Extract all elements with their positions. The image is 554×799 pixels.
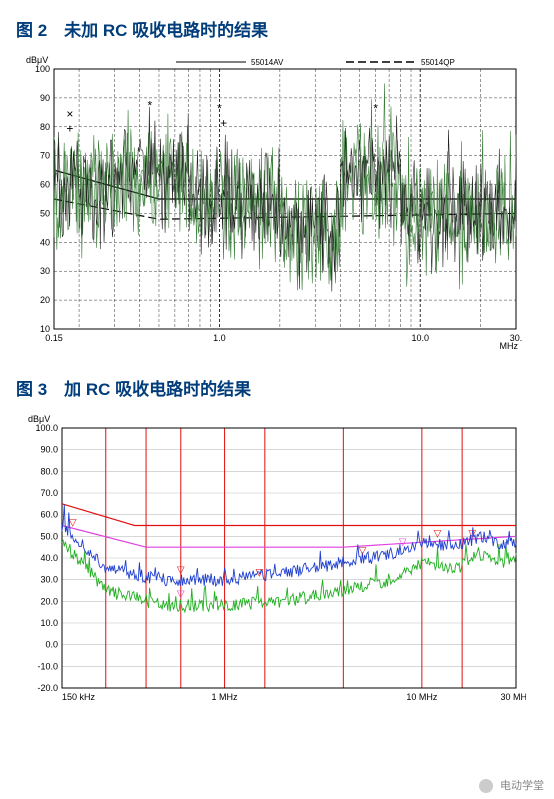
- svg-text:60: 60: [40, 180, 50, 190]
- footer-text: 电动学堂: [500, 780, 544, 792]
- svg-text:▽: ▽: [468, 528, 476, 539]
- svg-text:▽: ▽: [69, 518, 77, 529]
- figure-3-title: 图 3 加 RC 吸收电路时的结果: [16, 375, 538, 400]
- svg-text:▽: ▽: [177, 589, 185, 600]
- svg-text:-20.0: -20.0: [37, 683, 58, 693]
- svg-text:70.0: 70.0: [40, 488, 58, 498]
- svg-text:1 MHz: 1 MHz: [212, 692, 239, 702]
- svg-text:50.0: 50.0: [40, 531, 58, 541]
- svg-text:50: 50: [40, 208, 50, 218]
- svg-text:MHz: MHz: [500, 341, 519, 351]
- svg-text:*: *: [373, 101, 378, 115]
- svg-text:100.0: 100.0: [35, 423, 58, 433]
- figure-2-title: 图 2 未加 RC 吸收电路时的结果: [16, 16, 538, 41]
- svg-text:20.0: 20.0: [40, 596, 58, 606]
- svg-text:▽: ▽: [434, 528, 442, 539]
- svg-text:10.0: 10.0: [40, 618, 58, 628]
- svg-text:20: 20: [40, 295, 50, 305]
- svg-text:70: 70: [40, 151, 50, 161]
- svg-text:▽: ▽: [399, 537, 407, 548]
- svg-text:10.0: 10.0: [411, 333, 429, 343]
- svg-text:30: 30: [40, 266, 50, 276]
- svg-text:40.0: 40.0: [40, 553, 58, 563]
- svg-text:55014AV: 55014AV: [251, 58, 284, 67]
- svg-text:40: 40: [40, 237, 50, 247]
- svg-text:▽: ▽: [359, 546, 367, 557]
- svg-text:30.0: 30.0: [40, 575, 58, 585]
- footer-icon: [479, 779, 493, 793]
- svg-text:80: 80: [40, 122, 50, 132]
- svg-text:100: 100: [35, 64, 50, 74]
- svg-text:80.0: 80.0: [40, 466, 58, 476]
- svg-text:30 MHz: 30 MHz: [500, 692, 526, 702]
- svg-text:+: +: [220, 116, 227, 130]
- figure-2-chart: dBμV55014AV55014QP1020304050607080901000…: [16, 51, 538, 351]
- figure-3-chart: dBμV-20.0-10.00.010.020.030.040.050.060.…: [16, 410, 538, 710]
- svg-text:10 MHz: 10 MHz: [406, 692, 438, 702]
- svg-text:0.0: 0.0: [45, 640, 58, 650]
- svg-text:90.0: 90.0: [40, 445, 58, 455]
- svg-text:55014QP: 55014QP: [421, 58, 455, 67]
- svg-text:0.15: 0.15: [45, 333, 63, 343]
- svg-text:150 kHz: 150 kHz: [62, 692, 96, 702]
- svg-text:▽: ▽: [177, 565, 185, 576]
- svg-text:*: *: [147, 98, 152, 112]
- svg-text:90: 90: [40, 93, 50, 103]
- svg-text:60.0: 60.0: [40, 510, 58, 520]
- svg-text:*: *: [217, 101, 222, 115]
- svg-text:▽: ▽: [255, 567, 263, 578]
- svg-text:×: ×: [66, 107, 73, 121]
- svg-text:+: +: [66, 122, 73, 136]
- footer-watermark: 电动学堂: [479, 777, 544, 793]
- svg-text:1.0: 1.0: [213, 333, 226, 343]
- svg-text:-10.0: -10.0: [37, 661, 58, 671]
